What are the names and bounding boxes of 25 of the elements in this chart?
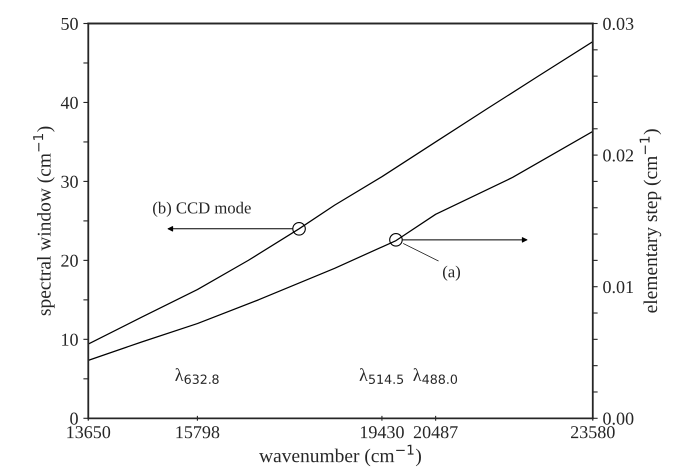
x-tick-label: 23580 (570, 426, 615, 438)
y2-axis-title: elementary step (cm$^{−1}$) (640, 129, 662, 313)
y2-tick-label: 0.03 (603, 18, 634, 30)
line-series (88, 41, 593, 345)
annotation: (b) CCD mode (153, 202, 251, 217)
y-tick-label: 20 (61, 254, 78, 267)
y-tick-label: 50 (62, 18, 78, 30)
y-tick-label: 10 (62, 334, 78, 346)
x-tick-label: 19430 (360, 426, 404, 438)
x-tick-label: 20487 (414, 426, 458, 438)
annotation: λ$_{514.5}$ (360, 368, 404, 384)
annotation: (a) (442, 266, 460, 281)
y2-tick-label: 0.02 (603, 149, 634, 162)
x-axis-title: wavenumber (cm$^{−1}$) (259, 444, 421, 466)
y2-tick-label: 0.01 (603, 280, 634, 294)
annotation: λ$_{488.0}$ (413, 368, 458, 384)
x-tick-label: 15798 (176, 426, 220, 438)
x-tick-label: 13650 (67, 426, 110, 438)
y-axis-title: spectral window (cm$^{−1}$) (33, 126, 55, 316)
y2-tick-label: 0.00 (603, 412, 634, 425)
y-tick-label: 40 (60, 96, 78, 109)
annotation: λ$_{632.8}$ (175, 368, 219, 384)
y-tick-label: 0 (70, 412, 78, 425)
y-tick-label: 30 (61, 176, 78, 188)
line-series (88, 130, 593, 362)
